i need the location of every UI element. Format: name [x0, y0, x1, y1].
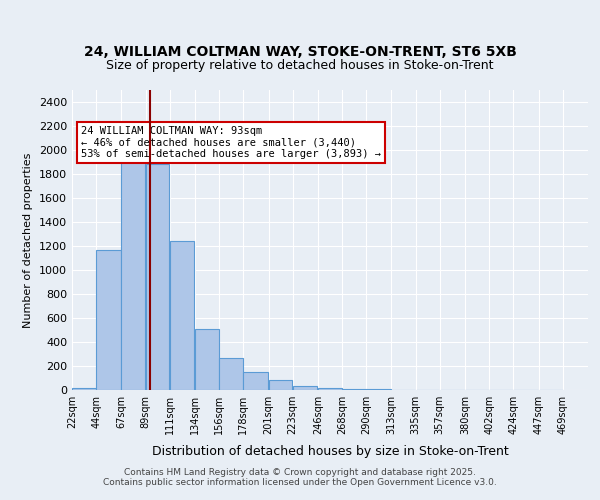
Text: Size of property relative to detached houses in Stoke-on-Trent: Size of property relative to detached ho…	[106, 60, 494, 72]
Bar	[219, 358, 243, 390]
Text: 24, WILLIAM COLTMAN WAY, STOKE-ON-TRENT, ST6 5XB: 24, WILLIAM COLTMAN WAY, STOKE-ON-TRENT,…	[83, 46, 517, 60]
Bar	[170, 241, 194, 390]
X-axis label: Distribution of detached houses by size in Stoke-on-Trent: Distribution of detached houses by size …	[152, 446, 508, 458]
Bar	[269, 380, 292, 390]
Bar	[96, 250, 121, 390]
Bar	[195, 329, 218, 390]
Bar	[318, 388, 341, 390]
Y-axis label: Number of detached properties: Number of detached properties	[23, 152, 34, 328]
Bar	[342, 389, 366, 390]
Bar	[146, 164, 169, 390]
Bar	[293, 386, 317, 390]
Text: Contains HM Land Registry data © Crown copyright and database right 2025.: Contains HM Land Registry data © Crown c…	[124, 468, 476, 477]
Bar	[72, 388, 95, 390]
Bar	[243, 372, 268, 390]
Text: 24 WILLIAM COLTMAN WAY: 93sqm
← 46% of detached houses are smaller (3,440)
53% o: 24 WILLIAM COLTMAN WAY: 93sqm ← 46% of d…	[81, 126, 381, 159]
Bar	[121, 156, 145, 390]
Text: Contains public sector information licensed under the Open Government Licence v3: Contains public sector information licen…	[103, 478, 497, 487]
